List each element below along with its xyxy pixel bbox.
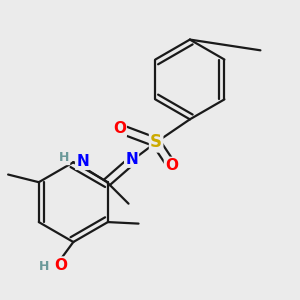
Text: H: H bbox=[39, 260, 50, 273]
Text: O: O bbox=[55, 257, 68, 272]
Text: O: O bbox=[113, 121, 126, 136]
Text: O: O bbox=[165, 158, 178, 173]
Text: N: N bbox=[125, 152, 138, 167]
Text: N: N bbox=[76, 154, 89, 169]
Text: H: H bbox=[59, 151, 69, 164]
Text: S: S bbox=[150, 133, 162, 151]
